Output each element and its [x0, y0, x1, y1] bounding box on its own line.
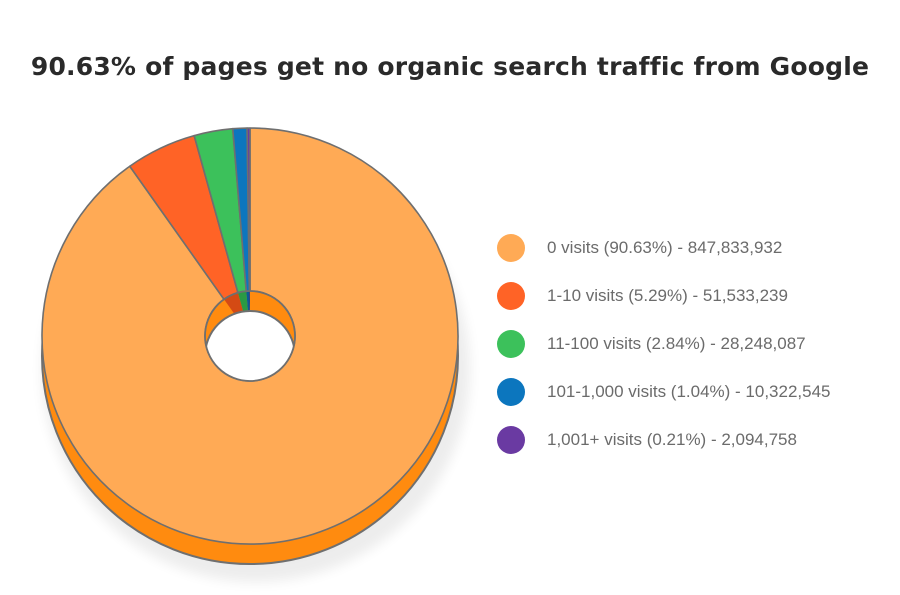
legend-item: 1-10 visits (5.29%) - 51,533,239	[497, 272, 831, 320]
legend-item: 1,001+ visits (0.21%) - 2,094,758	[497, 416, 831, 464]
legend-label-0: 0 visits (90.63%) - 847,833,932	[547, 238, 783, 257]
legend-swatch-3	[497, 378, 525, 406]
legend-item: 11-100 visits (2.84%) - 28,248,087	[497, 320, 831, 368]
legend-label-3: 101-1,000 visits (1.04%) - 10,322,545	[547, 382, 831, 401]
chart-title: 90.63% of pages get no organic search tr…	[30, 52, 870, 81]
legend-label-4: 1,001+ visits (0.21%) - 2,094,758	[547, 430, 797, 449]
legend-swatch-4	[497, 426, 525, 454]
legend-item: 0 visits (90.63%) - 847,833,932	[497, 224, 831, 272]
chart-legend: 0 visits (90.63%) - 847,833,932 1-10 visi…	[497, 224, 831, 464]
legend-item: 101-1,000 visits (1.04%) - 10,322,545	[497, 368, 831, 416]
legend-swatch-0	[497, 234, 525, 262]
legend-label-2: 11-100 visits (2.84%) - 28,248,087	[547, 334, 806, 353]
donut-inner-edge	[204, 290, 296, 382]
legend-swatch-2	[497, 330, 525, 358]
legend-label-1: 1-10 visits (5.29%) - 51,533,239	[547, 286, 788, 305]
legend-swatch-1	[497, 282, 525, 310]
